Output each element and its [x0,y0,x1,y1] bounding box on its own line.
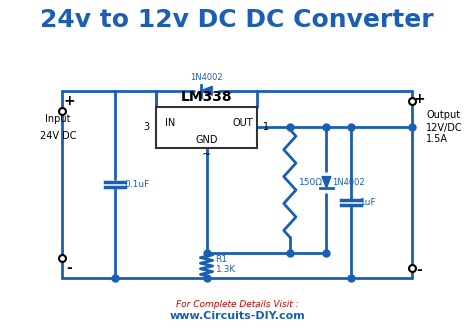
Text: -: - [416,263,422,277]
Text: +: + [413,92,425,106]
Text: For Complete Details Visit :: For Complete Details Visit : [176,300,298,309]
Text: R1
1.3K: R1 1.3K [216,255,236,274]
Text: GND: GND [195,135,218,145]
Text: Output: Output [426,110,460,120]
Text: LM338: LM338 [181,90,232,104]
Text: 1uF: 1uF [360,198,376,207]
Polygon shape [322,176,331,188]
Text: +: + [64,94,75,108]
Text: 1N4002: 1N4002 [333,178,365,187]
Text: IN: IN [165,118,175,128]
Bar [155,107,257,148]
Text: 1: 1 [264,122,270,133]
Text: www.Circuits-DIY.com: www.Circuits-DIY.com [169,312,305,321]
Text: 12V/DC
1.5A: 12V/DC 1.5A [426,123,463,144]
Text: ~: ~ [202,150,211,160]
Text: Input: Input [46,114,71,124]
Text: 24v to 12v DC DC Converter: 24v to 12v DC DC Converter [40,8,434,32]
Text: 1N4002: 1N4002 [190,73,223,82]
Text: 150Ω: 150Ω [299,178,323,187]
Text: -: - [67,261,73,275]
Text: OUT: OUT [233,118,254,128]
Polygon shape [201,86,212,95]
Text: 3: 3 [144,122,150,133]
Text: 0.1uF: 0.1uF [124,180,149,189]
Text: 24V DC: 24V DC [40,131,76,140]
